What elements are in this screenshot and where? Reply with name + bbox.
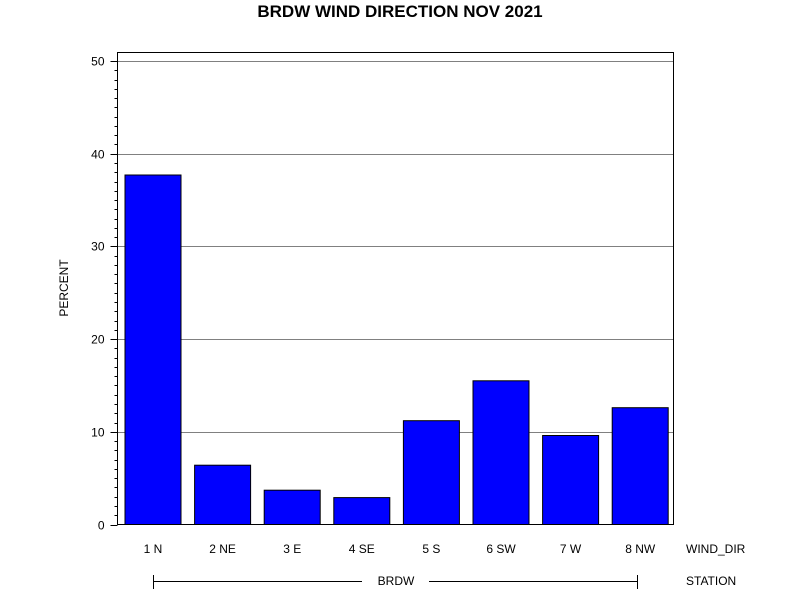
plot-frame (117, 52, 674, 525)
y-tick-label: 20 (91, 333, 105, 347)
bar (333, 497, 391, 526)
bar (402, 420, 460, 526)
bar (472, 380, 530, 525)
y-axis: 0 10 20 30 40 50 (91, 55, 118, 533)
x-tick-label: 2 NE (209, 542, 236, 556)
y-axis-label: PERCENT (57, 259, 71, 317)
y-tick-label: 30 (91, 240, 105, 254)
x-tick-label: 5 S (422, 542, 440, 556)
x-tick-label: 1 N (144, 542, 163, 556)
bar (263, 489, 321, 526)
bar (124, 174, 182, 525)
bar (542, 435, 600, 525)
x-tick-label: 7 W (560, 542, 582, 556)
x-axis: 1 N 2 NE 3 E 4 SE 5 S 6 SW 7 W 8 NW (144, 542, 656, 556)
y-tick-label: 40 (91, 148, 105, 162)
gridlines (117, 61, 674, 433)
x-tick-label: 6 SW (486, 542, 516, 556)
group-label: BRDW (378, 574, 415, 588)
x-axis-label: WIND_DIR (686, 542, 746, 556)
y-tick-label: 10 (91, 426, 105, 440)
y-tick-label: 50 (91, 55, 105, 69)
bars (124, 174, 669, 526)
group-axis-label: STATION (686, 574, 736, 588)
chart-title: BRDW WIND DIRECTION NOV 2021 (257, 2, 542, 21)
bar (194, 464, 252, 526)
bar (611, 407, 669, 526)
x-tick-label: 8 NW (625, 542, 656, 556)
y-tick-label: 0 (98, 519, 105, 533)
x-tick-label: 3 E (283, 542, 301, 556)
x-tick-label: 4 SE (349, 542, 375, 556)
